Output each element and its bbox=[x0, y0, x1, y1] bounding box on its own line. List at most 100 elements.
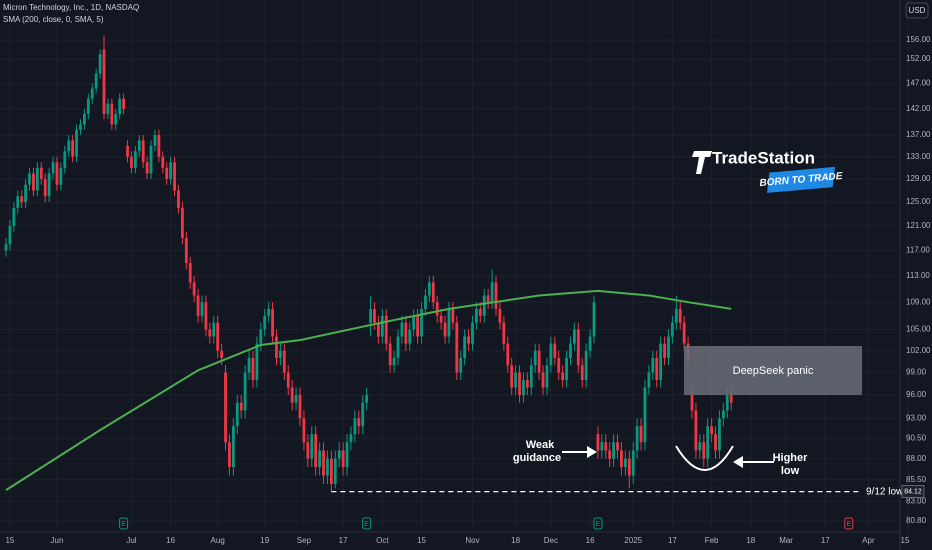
y-tick-label: 133.00 bbox=[906, 152, 931, 161]
currency: USD bbox=[909, 6, 926, 15]
candle-body bbox=[130, 156, 133, 168]
higher-label: Higher bbox=[773, 452, 809, 464]
candle-body bbox=[651, 357, 655, 373]
x-tick-label: 17 bbox=[821, 536, 830, 545]
candle-body bbox=[580, 365, 584, 380]
y-tick-label: 152.00 bbox=[906, 54, 931, 63]
candle-body bbox=[721, 410, 725, 419]
candle-body bbox=[561, 372, 565, 380]
y-tick-label: 83.00 bbox=[906, 497, 927, 506]
candle-body bbox=[377, 322, 380, 337]
candle-body bbox=[177, 190, 180, 208]
candle-body bbox=[16, 196, 20, 208]
candle-body bbox=[204, 302, 208, 330]
candle-body bbox=[639, 426, 643, 443]
candle-body bbox=[365, 395, 369, 403]
y-tick-label: 125.00 bbox=[906, 197, 931, 206]
candle-body bbox=[51, 162, 55, 174]
candle-body bbox=[490, 282, 494, 303]
x-tick-label: 18 bbox=[746, 536, 755, 545]
candle-body bbox=[635, 426, 639, 451]
price-tag bbox=[901, 485, 925, 499]
candle-body bbox=[663, 343, 666, 358]
event-label: E bbox=[121, 521, 126, 528]
candle-body bbox=[420, 308, 423, 337]
x-tick-label: Sep bbox=[297, 536, 312, 545]
y-tick-label: 102.00 bbox=[906, 346, 931, 355]
y-tick-label: 80.80 bbox=[906, 516, 927, 525]
candle-body bbox=[286, 372, 290, 388]
x-tick-label: 17 bbox=[339, 536, 348, 545]
candle-body bbox=[255, 343, 259, 380]
candle-body bbox=[298, 395, 302, 419]
chart-title: Micron Technology, Inc., 1D, NASDAQ bbox=[3, 3, 139, 12]
candle-body bbox=[212, 322, 216, 337]
candle-body bbox=[573, 329, 576, 344]
y-tick-label: 99.00 bbox=[906, 368, 927, 377]
higher-label: low bbox=[781, 465, 800, 477]
arrow-head bbox=[587, 446, 597, 458]
candle-body bbox=[667, 336, 670, 358]
x-tick-label: 15 bbox=[5, 536, 14, 545]
candle-body bbox=[518, 372, 521, 396]
candle-body bbox=[55, 162, 59, 185]
candle-body bbox=[157, 135, 161, 157]
logo-tagline-bg bbox=[767, 166, 835, 193]
candle-body bbox=[690, 395, 694, 411]
candle-body bbox=[153, 135, 157, 146]
candle-body bbox=[569, 343, 572, 358]
candle-body bbox=[427, 282, 431, 296]
candle-body bbox=[714, 434, 717, 451]
candle-body bbox=[235, 402, 239, 427]
candle-body bbox=[353, 418, 357, 435]
candle-body bbox=[43, 179, 47, 197]
candle-body bbox=[596, 434, 600, 451]
candle-body bbox=[671, 322, 674, 337]
x-tick-label: Feb bbox=[705, 536, 719, 545]
candle-body bbox=[541, 372, 545, 388]
y-tick-label: 96.00 bbox=[906, 390, 927, 399]
candle-body bbox=[192, 282, 196, 296]
deepseek-label: DeepSeek panic bbox=[733, 365, 814, 377]
event-label: E bbox=[596, 521, 601, 528]
candle-body bbox=[553, 343, 557, 358]
candle-body bbox=[4, 244, 8, 251]
candle-body bbox=[498, 308, 502, 323]
candle-body bbox=[333, 458, 337, 485]
candle-body bbox=[510, 365, 514, 388]
candle-body bbox=[98, 54, 102, 74]
candle-body bbox=[251, 357, 255, 380]
candle-body bbox=[529, 365, 533, 388]
event-marker bbox=[362, 517, 372, 530]
candle-body bbox=[725, 395, 729, 411]
candle-body bbox=[514, 372, 518, 388]
candle-body bbox=[329, 458, 333, 485]
candle-body bbox=[647, 372, 651, 388]
candle-body bbox=[584, 350, 588, 380]
candle-body bbox=[149, 145, 153, 174]
candle-body bbox=[310, 434, 314, 459]
candle-body bbox=[455, 322, 459, 373]
x-tick-label: Apr bbox=[862, 536, 875, 545]
candle-body bbox=[502, 322, 506, 344]
candle-body bbox=[631, 450, 635, 476]
y-tick-label: 113.00 bbox=[906, 271, 930, 280]
x-tick-label: 16 bbox=[586, 536, 595, 545]
candle-body bbox=[400, 322, 404, 337]
candle-body bbox=[47, 173, 51, 197]
candle-body bbox=[224, 372, 227, 443]
candle-body bbox=[259, 329, 263, 344]
candle-body bbox=[114, 114, 118, 125]
candle-body bbox=[404, 322, 408, 344]
candle-body bbox=[326, 458, 329, 476]
candle-body bbox=[408, 329, 412, 344]
candle-body bbox=[294, 395, 298, 403]
y-tick-label: 142.00 bbox=[906, 104, 931, 113]
candle-body bbox=[208, 329, 212, 337]
candle-body bbox=[424, 295, 427, 309]
candle-body bbox=[537, 350, 541, 373]
candle-body bbox=[161, 156, 165, 168]
candle-body bbox=[486, 295, 490, 303]
x-tick-label: Mar bbox=[779, 536, 793, 545]
